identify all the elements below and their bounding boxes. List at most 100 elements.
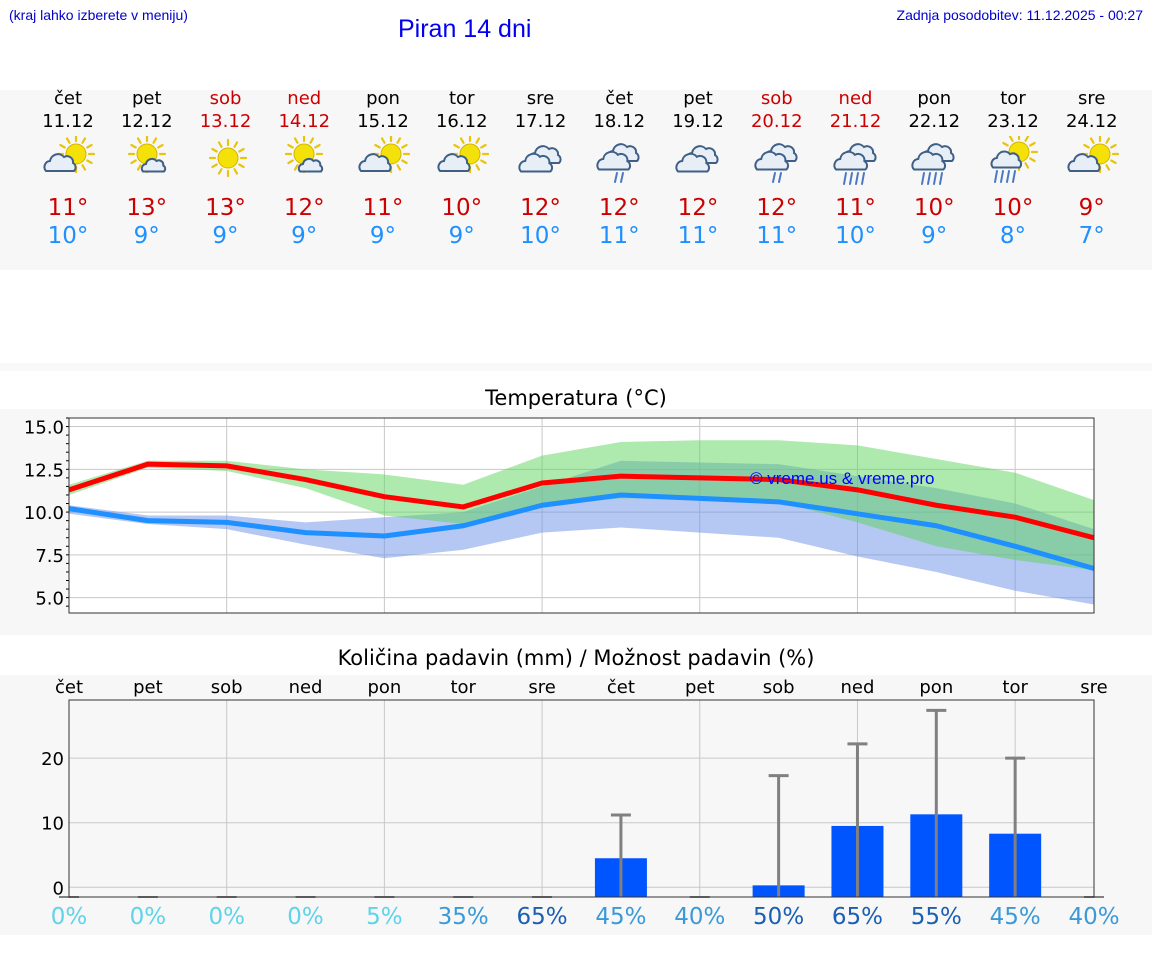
- precip-chance: 40%: [674, 904, 726, 930]
- max-temp: 11°: [362, 195, 404, 221]
- precipitation-chart: čet pet sob ned pon tor sre čet pet sob ned pon tor s…: [0, 675, 1152, 935]
- category-label: pon: [367, 677, 401, 698]
- min-temp: 10°: [835, 223, 876, 249]
- day-name: pet: [131, 88, 162, 109]
- category-label: sob: [763, 677, 795, 698]
- y-tick-label: 7.5: [35, 546, 64, 567]
- max-temp: 12°: [598, 195, 640, 221]
- temperature-chart-title: Temperatura (°C): [485, 386, 667, 410]
- sun-cloud-icon: [437, 136, 489, 174]
- sun-small-cloud-icon: [285, 136, 324, 174]
- y-tick-label: 15.0: [24, 418, 64, 439]
- precipitation-chart-title: Količina padavin (mm) / Možnost padavin …: [337, 646, 815, 670]
- max-range-band: [69, 440, 1094, 571]
- sun-small-cloud-icon: [127, 136, 166, 174]
- watermark: © vreme.us & vreme.pro: [750, 469, 934, 488]
- day-date: 20.12: [750, 111, 803, 132]
- day-column: sre 17.12 12° 10°: [502, 88, 580, 250]
- min-temp: 7°: [1078, 223, 1105, 249]
- min-temp: 9°: [921, 223, 948, 249]
- precip-chance: 35%: [437, 904, 489, 930]
- y-tick-label: 12.5: [24, 460, 64, 481]
- min-temp: 8°: [999, 223, 1027, 249]
- category-label: sre: [528, 677, 555, 698]
- day-column: čet 11.12 11° 10°: [29, 88, 107, 250]
- forecast-panel: [0, 90, 1152, 270]
- precip-chance: 40%: [1068, 904, 1120, 930]
- min-temp: 11°: [756, 223, 798, 249]
- sun-rain-icon: [990, 136, 1039, 183]
- day-name: ned: [838, 88, 873, 109]
- cloud-light-rain-icon: [596, 143, 640, 183]
- max-temp: 10°: [992, 195, 1034, 221]
- y-tick-label: 10.0: [24, 503, 64, 524]
- sun-cloud-icon: [43, 136, 96, 174]
- y-tick-label: 5.0: [35, 589, 64, 610]
- precip-chance: 45%: [595, 904, 647, 930]
- day-name: čet: [605, 88, 634, 109]
- day-date: 18.12: [593, 111, 646, 132]
- min-temp: 9°: [448, 223, 475, 249]
- day-name: sob: [760, 88, 793, 109]
- precip-chance: 0%: [129, 904, 167, 930]
- category-label: ned: [841, 677, 875, 698]
- day-date: 23.12: [987, 111, 1039, 132]
- day-name: pon: [366, 88, 400, 109]
- day-column: čet 18.12 12° 11°: [580, 88, 658, 250]
- category-label: tor: [1002, 677, 1028, 698]
- overcast-icon: [517, 145, 562, 173]
- sun-cloud-icon: [358, 136, 411, 174]
- precip-chance: 0%: [50, 904, 88, 930]
- overcast-icon: [675, 145, 719, 173]
- day-column: tor 23.12 10° 8°: [974, 88, 1052, 250]
- day-date: 21.12: [829, 111, 882, 132]
- day-date: 13.12: [199, 111, 252, 132]
- category-label: čet: [55, 677, 83, 698]
- day-date: 19.12: [672, 111, 724, 132]
- cloud-heavy-rain-icon: [832, 143, 877, 185]
- day-name: sre: [1078, 88, 1106, 109]
- y-tick-label: 20: [41, 749, 64, 770]
- min-temp: 9°: [212, 223, 239, 249]
- category-label: pet: [685, 677, 715, 698]
- min-temp: 10°: [520, 223, 561, 249]
- temperature-chart: 15.0 12.5 10.0 7.5 5.0 © vreme.us & vreme.pro: [0, 409, 1152, 635]
- sun-icon: [208, 138, 247, 178]
- day-name: sre: [526, 88, 555, 109]
- min-temp-line: [68, 492, 1095, 571]
- day-name: pon: [917, 88, 952, 109]
- max-temp-line: [68, 461, 1095, 541]
- min-temp: 9°: [133, 223, 160, 249]
- precip-chance: 5%: [366, 904, 403, 930]
- day-date: 17.12: [514, 111, 567, 132]
- precip-chance: 65%: [516, 904, 568, 930]
- day-name: sob: [209, 88, 242, 109]
- max-temp: 9°: [1078, 195, 1105, 221]
- min-temp: 10°: [47, 223, 89, 249]
- day-column: pon 15.12 11° 9°: [344, 88, 422, 250]
- day-date: 15.12: [357, 111, 409, 132]
- precip-chance: 55%: [910, 904, 962, 930]
- day-date: 14.12: [278, 111, 331, 132]
- precip-chance: 45%: [989, 904, 1041, 930]
- day-name: tor: [449, 88, 475, 109]
- category-label: tor: [450, 677, 476, 698]
- separator: [0, 363, 1152, 371]
- min-temp: 9°: [291, 223, 318, 249]
- category-label: sob: [211, 677, 243, 698]
- day-column: pet 12.12 13° 9°: [108, 88, 186, 250]
- max-temp: 11°: [835, 195, 876, 221]
- day-column: sob 13.12 13° 9°: [187, 88, 265, 250]
- max-temp: 12°: [677, 195, 719, 221]
- max-temp: 11°: [47, 195, 89, 221]
- y-tick-label: 0: [53, 878, 64, 899]
- category-label: pet: [133, 677, 163, 698]
- day-column: sob 20.12 12° 11°: [738, 88, 816, 250]
- precip-chance: 0%: [287, 904, 324, 930]
- day-column: sre 24.12 9° 7°: [1053, 88, 1131, 250]
- max-temp: 12°: [283, 195, 325, 221]
- category-label: sre: [1080, 677, 1107, 698]
- day-date: 11.12: [42, 111, 94, 132]
- max-temp: 13°: [126, 195, 168, 221]
- cloud-light-rain-icon: [754, 143, 798, 183]
